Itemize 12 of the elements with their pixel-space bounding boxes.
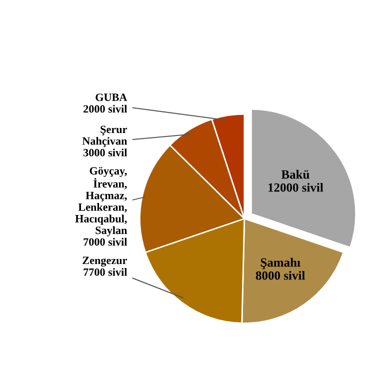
slice-label: Şerur Nahçivan — [82, 126, 128, 147]
slice-label: GUBA — [96, 94, 128, 102]
slice-label: Bakü — [281, 170, 310, 179]
slice-label: Şamahı — [260, 258, 300, 270]
data-label: 7700 sivil — [84, 268, 128, 276]
data-label: 3000 sivil — [83, 148, 128, 156]
slice-label: Zengezur — [82, 256, 127, 267]
data-label: 12000 sivil — [268, 182, 324, 192]
data-label: 7000 sivil — [84, 238, 128, 246]
data-label: 2000 sivil — [84, 104, 128, 113]
data-label: 8000 sivil — [256, 270, 305, 280]
slice-label: Göyçay, İrevan, Haçmaz, Lenkeran, Hacıqabul, Saylan — [75, 167, 128, 236]
